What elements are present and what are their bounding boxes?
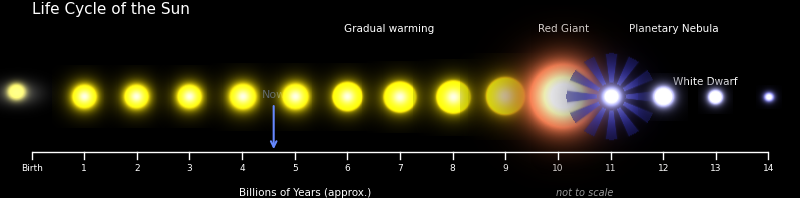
Text: 13: 13 [710, 164, 722, 173]
Text: 3: 3 [186, 164, 192, 173]
Text: 7: 7 [397, 164, 403, 173]
Text: 4: 4 [239, 164, 245, 173]
Text: 5: 5 [292, 164, 298, 173]
Text: 1: 1 [82, 164, 87, 173]
Text: 8: 8 [450, 164, 455, 173]
Text: 2: 2 [134, 164, 140, 173]
Text: Gradual warming: Gradual warming [344, 24, 434, 34]
Text: White Dwarf: White Dwarf [673, 77, 738, 87]
Text: Now: Now [262, 90, 286, 100]
Text: 12: 12 [658, 164, 669, 173]
Text: 6: 6 [345, 164, 350, 173]
Text: 14: 14 [762, 164, 774, 173]
Text: Red Giant: Red Giant [538, 24, 589, 34]
Text: 11: 11 [605, 164, 616, 173]
Text: Birth: Birth [21, 164, 42, 173]
Text: Planetary Nebula: Planetary Nebula [629, 24, 718, 34]
Text: 9: 9 [502, 164, 508, 173]
Text: 10: 10 [552, 164, 564, 173]
Text: not to scale: not to scale [555, 188, 613, 198]
Text: Billions of Years (approx.): Billions of Years (approx.) [239, 188, 371, 198]
Text: Life Cycle of the Sun: Life Cycle of the Sun [32, 2, 190, 17]
